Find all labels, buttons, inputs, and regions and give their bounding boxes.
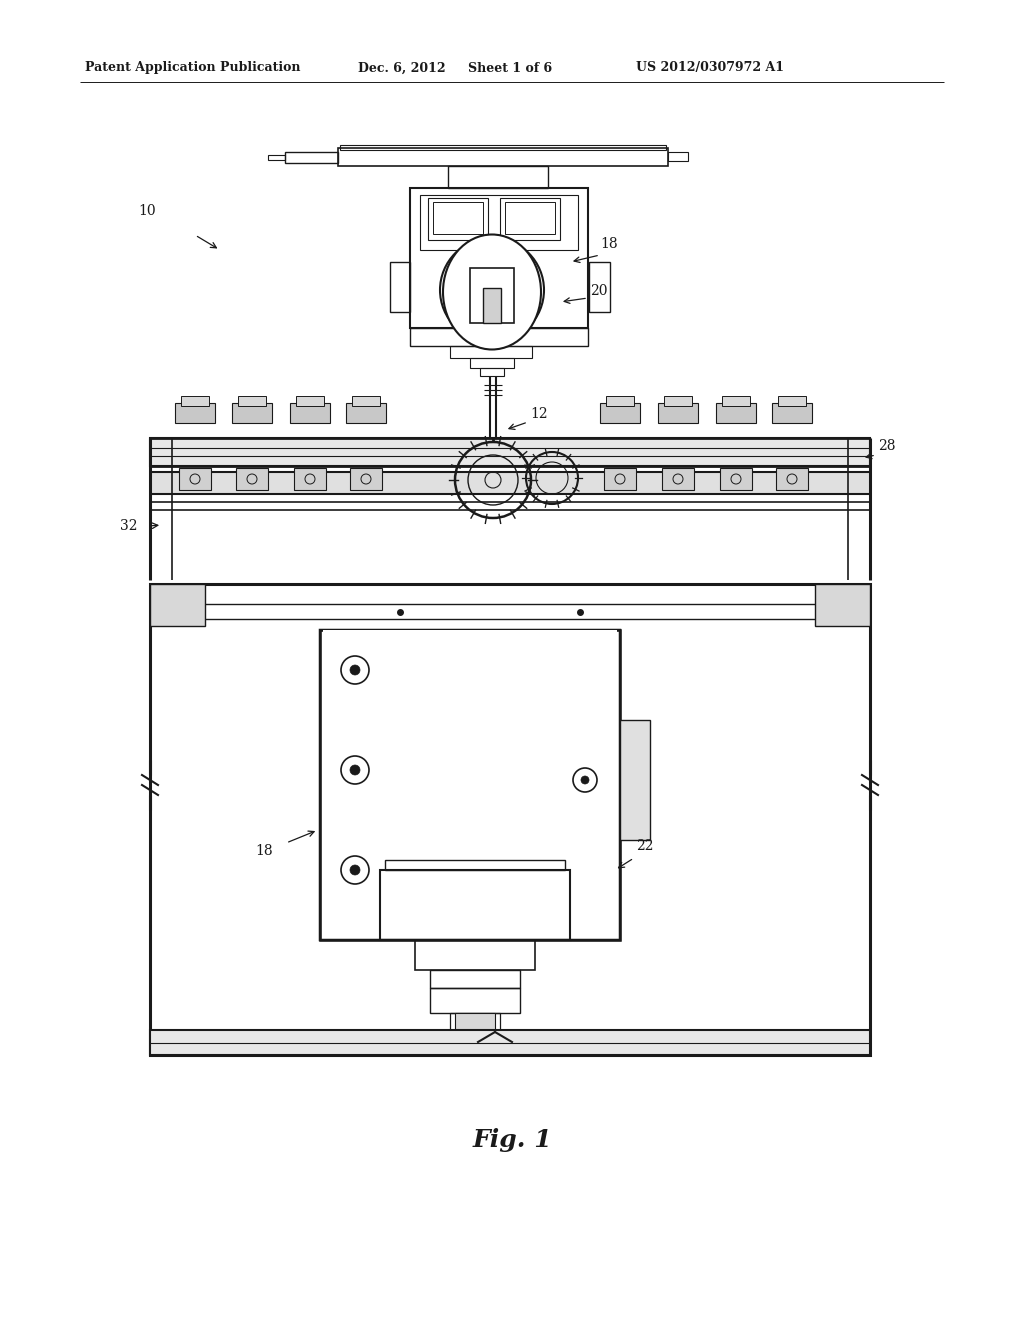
Bar — [620, 719, 650, 840]
Bar — [604, 469, 636, 490]
Bar — [668, 152, 688, 161]
Bar — [658, 403, 698, 422]
Bar — [449, 166, 548, 187]
Bar — [606, 396, 634, 407]
Bar — [385, 861, 565, 870]
Circle shape — [350, 766, 360, 775]
Bar — [323, 630, 617, 638]
Bar — [778, 396, 806, 407]
Bar — [319, 630, 620, 940]
Bar — [470, 268, 514, 323]
Text: Dec. 6, 2012: Dec. 6, 2012 — [358, 62, 445, 74]
Text: 18: 18 — [600, 238, 617, 251]
Bar — [716, 403, 756, 422]
Bar — [722, 396, 750, 407]
Bar — [236, 469, 268, 490]
Bar — [815, 583, 870, 626]
Bar — [296, 396, 324, 407]
Bar — [232, 403, 272, 422]
Bar — [776, 469, 808, 490]
Bar — [150, 583, 205, 626]
Text: 10: 10 — [138, 205, 156, 218]
Bar — [340, 145, 666, 150]
Text: 18: 18 — [255, 843, 272, 858]
Text: Sheet 1 of 6: Sheet 1 of 6 — [468, 62, 552, 74]
Bar — [455, 1012, 495, 1031]
Bar — [150, 583, 870, 1055]
Bar — [420, 195, 578, 249]
Bar — [350, 469, 382, 490]
Bar — [662, 469, 694, 490]
Bar — [720, 469, 752, 490]
Bar — [285, 152, 338, 162]
Bar — [150, 473, 870, 494]
Bar — [470, 358, 514, 368]
Bar — [430, 970, 520, 987]
Bar — [450, 1012, 500, 1031]
Bar — [346, 403, 386, 422]
Bar — [430, 987, 520, 1012]
Bar — [338, 148, 668, 166]
Text: 32: 32 — [120, 519, 137, 533]
Bar — [410, 327, 588, 346]
Ellipse shape — [443, 235, 541, 350]
Bar — [380, 870, 570, 940]
Circle shape — [350, 665, 360, 675]
Bar — [290, 403, 330, 422]
Bar — [150, 438, 870, 466]
Bar — [428, 198, 488, 240]
Text: Patent Application Publication: Patent Application Publication — [85, 62, 300, 74]
Text: 28: 28 — [878, 440, 896, 453]
Bar — [505, 202, 555, 234]
Bar — [181, 396, 209, 407]
Circle shape — [581, 776, 589, 784]
Bar — [772, 403, 812, 422]
Text: 20: 20 — [590, 284, 607, 298]
Text: Fig. 1: Fig. 1 — [472, 1129, 552, 1152]
Bar — [664, 396, 692, 407]
Bar — [238, 396, 266, 407]
Bar — [600, 403, 640, 422]
Text: 12: 12 — [530, 407, 548, 421]
Bar — [390, 261, 410, 312]
Bar — [352, 396, 380, 407]
Bar — [150, 1030, 870, 1055]
Text: US 2012/0307972 A1: US 2012/0307972 A1 — [636, 62, 784, 74]
Bar — [480, 368, 504, 376]
Bar — [179, 469, 211, 490]
Circle shape — [350, 865, 360, 875]
Bar — [500, 198, 560, 240]
Bar — [294, 469, 326, 490]
Bar — [433, 202, 483, 234]
Bar — [415, 940, 535, 970]
Text: 22: 22 — [636, 840, 653, 853]
Bar — [268, 154, 285, 160]
Bar — [589, 261, 610, 312]
Bar — [175, 403, 215, 422]
Bar — [410, 187, 588, 327]
Bar — [450, 346, 532, 358]
Bar — [483, 288, 501, 323]
